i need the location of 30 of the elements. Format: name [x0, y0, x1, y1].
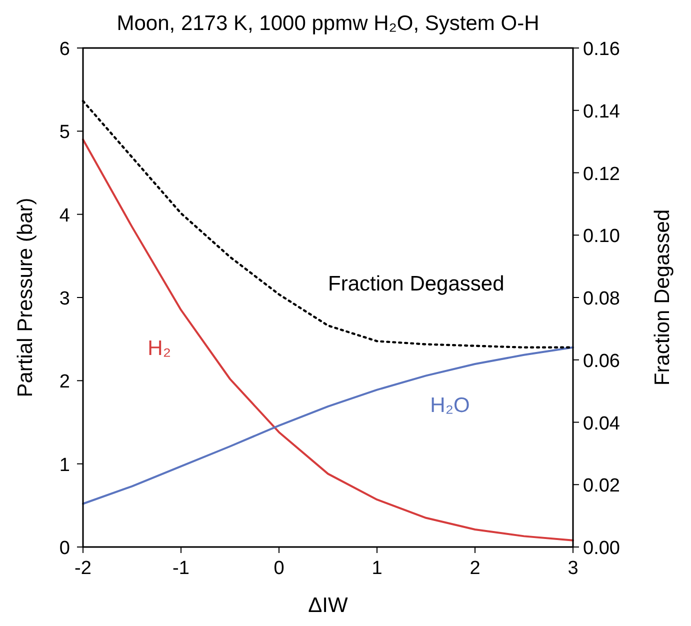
x-axis-title: ΔIW: [308, 594, 348, 617]
series-label: Fraction Degassed: [328, 272, 504, 296]
x-tick-label: -1: [172, 558, 190, 579]
line-series: [82, 138, 574, 542]
y-tick-label: 4: [59, 205, 70, 226]
y-tick-label: 6: [59, 39, 70, 60]
y2-tick-label: 0.02: [583, 476, 620, 497]
y2-tick-label: 0.10: [583, 226, 620, 248]
x-tick-label: 0: [274, 558, 284, 579]
y2-tick-label: 0.00: [583, 538, 620, 559]
y2-tick-label: 0.04: [583, 413, 620, 434]
y-tick-label: 0: [59, 538, 70, 559]
x-tick-label: 1: [372, 558, 382, 579]
y2-tick-label: 0.06: [583, 350, 620, 372]
y-tick-label: 2: [59, 372, 70, 393]
series-label: H₂O: [430, 394, 470, 418]
y2-tick-label: 0.12: [583, 164, 620, 185]
chart-title: Moon, 2173 K, 1000 ppmw H₂O, System O-H: [116, 12, 540, 35]
y2-tick-label: 0.14: [583, 101, 620, 122]
y-tick-label: 5: [59, 122, 70, 144]
y2-tick-label: 0.08: [583, 288, 620, 310]
y2-tick-label: 0.16: [583, 39, 620, 60]
x-tick-label: 2: [470, 558, 480, 579]
y-axis-title: Partial Pressure (bar): [14, 198, 37, 398]
x-tick-label: -2: [74, 558, 92, 579]
y2-axis-title: Fraction Degassed: [651, 209, 674, 386]
series-label: H₂: [148, 336, 171, 360]
x-tick-label: 3: [568, 558, 578, 579]
y-tick-label: 1: [59, 454, 70, 476]
y-tick-label: 3: [59, 288, 70, 310]
